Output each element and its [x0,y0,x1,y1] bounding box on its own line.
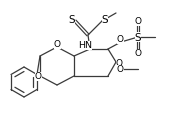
Text: O: O [116,65,123,74]
Text: O: O [134,17,141,26]
Text: S: S [102,15,108,25]
Text: S: S [69,15,75,25]
Text: O: O [134,49,141,58]
Text: O: O [35,72,41,81]
Text: O: O [115,58,123,67]
Text: S: S [135,33,141,43]
Text: O: O [54,40,61,49]
Text: O: O [116,35,123,44]
Text: HN: HN [78,41,92,50]
